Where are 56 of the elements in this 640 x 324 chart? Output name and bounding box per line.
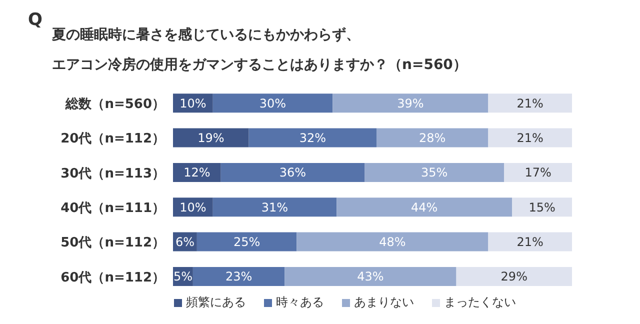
data-label: 39% xyxy=(397,96,424,110)
data-label: 10% xyxy=(180,96,206,110)
y-tick-label: 60代（n=112） xyxy=(60,270,165,286)
data-label: 29% xyxy=(500,270,528,284)
bar xyxy=(332,94,488,113)
y-tick-label: 総数（n=560） xyxy=(64,96,165,112)
data-label: 43% xyxy=(357,270,384,284)
bar xyxy=(212,94,333,113)
bar xyxy=(488,128,572,148)
bar xyxy=(192,266,285,286)
data-label: 32% xyxy=(299,131,326,146)
data-label: 5% xyxy=(173,270,192,284)
legend-label: 頻繁にある xyxy=(186,294,246,311)
bar xyxy=(173,128,249,148)
bar xyxy=(196,232,297,252)
bar xyxy=(488,232,572,252)
data-label: 10% xyxy=(180,200,206,214)
data-label: 28% xyxy=(419,131,446,146)
data-label: 12% xyxy=(184,166,210,180)
bar xyxy=(488,94,572,113)
bar xyxy=(173,162,221,182)
data-label: 6% xyxy=(175,235,194,250)
bar xyxy=(364,162,504,182)
legend-label: あまりない xyxy=(354,294,414,311)
data-label: 48% xyxy=(379,235,406,250)
data-label: 23% xyxy=(226,270,252,284)
chart-title: 夏の睡眠時に暑さを感じているにもかかわらず、エアコン冷房の使用をガマンすることはありますか？（n=560） xyxy=(52,26,467,75)
bar xyxy=(284,266,456,286)
data-label: 17% xyxy=(524,166,552,180)
bar xyxy=(512,198,572,217)
data-label: 30% xyxy=(259,96,286,110)
data-label: 19% xyxy=(198,131,224,146)
legend-label: 時々ある xyxy=(276,294,324,311)
bar xyxy=(220,162,365,182)
bar xyxy=(376,128,488,148)
y-tick-label: 20代（n=112） xyxy=(60,132,165,147)
bar xyxy=(504,162,572,182)
data-label: 31% xyxy=(261,200,288,214)
bar xyxy=(296,232,488,252)
bar xyxy=(456,266,572,286)
bar xyxy=(336,198,512,217)
data-label: 35% xyxy=(421,166,448,180)
data-label: 21% xyxy=(516,235,544,250)
y-tick-label: 30代（n=113） xyxy=(60,166,165,182)
data-label: 44% xyxy=(411,200,438,214)
y-tick-label: 40代（n=111） xyxy=(60,200,165,216)
legend-label: まったくない xyxy=(444,294,516,311)
data-label: 21% xyxy=(516,131,544,146)
y-tick-label: 50代（n=112） xyxy=(60,236,165,251)
data-label: 21% xyxy=(516,96,544,110)
data-label: 36% xyxy=(279,166,306,180)
bar xyxy=(248,128,376,148)
data-label: 15% xyxy=(528,200,556,214)
data-label: 25% xyxy=(233,235,260,250)
bar xyxy=(212,198,337,217)
text: Q xyxy=(28,10,42,30)
